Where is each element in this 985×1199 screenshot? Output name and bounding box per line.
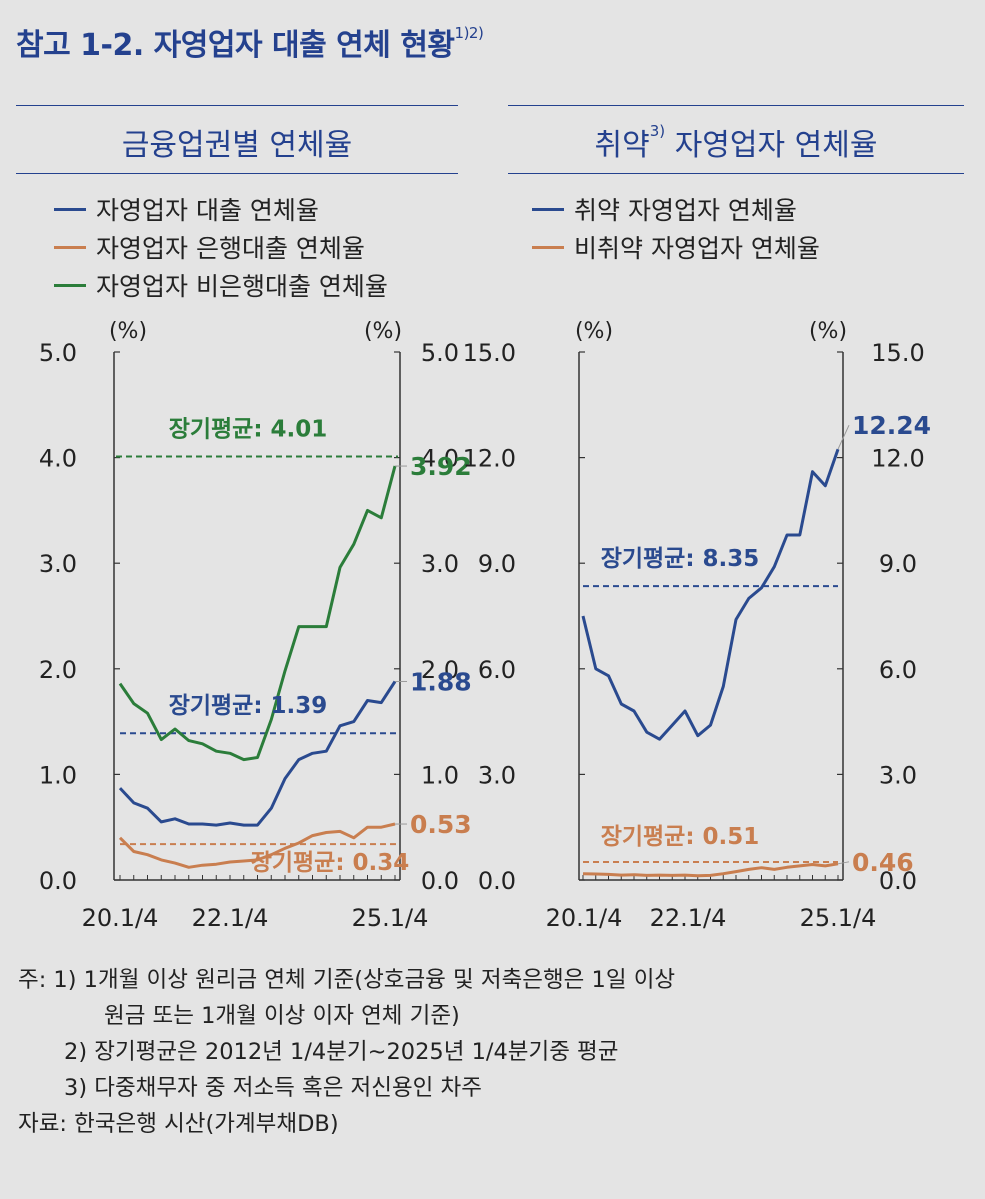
mid-rule-right: [508, 173, 964, 174]
y-tick-label-right: 15.0: [871, 339, 924, 367]
end-value-label: 12.24: [852, 411, 931, 440]
y-tick-label-left: 5.0: [39, 339, 77, 367]
end-value-label: 0.53: [410, 810, 472, 839]
legend-item: 자영업자 비은행대출 연체율: [54, 266, 388, 304]
note-3: 3) 다중채무자 중 저소득 혹은 저신용인 차주: [64, 1075, 482, 1101]
end-value-leader: [837, 861, 850, 865]
long-term-average-label: 장기평균: 0.34: [251, 850, 410, 876]
y-tick-label-left: 9.0: [478, 550, 516, 578]
y-tick-label-left: 3.0: [39, 550, 77, 578]
right-title-footnote-ref: 3): [649, 122, 666, 140]
long-term-average-label: 장기평균: 8.35: [601, 546, 760, 572]
y-tick-label-right: 0.0: [879, 867, 917, 895]
end-value-label: 1.88: [410, 667, 472, 696]
left-legend: 자영업자 대출 연체율 자영업자 은행대출 연체율 자영업자 비은행대출 연체율: [54, 190, 388, 304]
end-value-label: 3.92: [410, 452, 472, 481]
x-tick-label: 22.1/4: [192, 904, 269, 932]
legend-item: 비취약 자영업자 연체율: [532, 228, 820, 266]
y-tick-label-left: 0.0: [478, 867, 516, 895]
title-footnote-ref: 1)2): [454, 24, 484, 42]
y-tick-label-right: 2.0: [421, 656, 459, 684]
y-tick-label-right: 3.0: [879, 761, 917, 789]
right-panel-title: 취약3) 자영업자 연체율: [594, 122, 878, 163]
series-line: [582, 862, 839, 878]
footnotes: 주: 1) 1개월 이상 원리금 연체 기준(상호금융 및 저축은행은 1일 이…: [18, 962, 675, 1142]
y-tick-label-left: 4.0: [39, 445, 77, 473]
series-line: [118, 465, 397, 762]
note-1: 주: 1) 1개월 이상 원리금 연체 기준(상호금융 및 저축은행은 1일 이…: [18, 967, 676, 993]
series-line: [581, 448, 840, 741]
y-tick-label-left: 3.0: [478, 761, 516, 789]
legend-item: 자영업자 대출 연체율: [54, 190, 388, 228]
y-tick-label-right: 9.0: [879, 550, 917, 578]
left-panel-title: 금융업권별 연체율: [121, 128, 353, 163]
end-value-label: 0.46: [852, 848, 914, 877]
y-tick-label-left: 1.0: [39, 761, 77, 789]
y-tick-label-right: 1.0: [421, 761, 459, 789]
source-note: 자료: 한국은행 시산(가계부채DB): [18, 1111, 339, 1137]
long-term-average-label: 장기평균: 4.01: [169, 417, 328, 443]
legend-swatch-blue: [54, 207, 86, 211]
x-tick-label: 22.1/4: [650, 904, 727, 932]
legend-swatch-green: [54, 283, 86, 287]
y-tick-label-left: 6.0: [478, 656, 516, 684]
y-tick-label-right: 0.0: [421, 867, 459, 895]
long-term-average-label: 장기평균: 1.39: [169, 693, 328, 719]
y-tick-label-right: 5.0: [421, 339, 459, 367]
x-tick-label: 25.1/4: [352, 904, 429, 932]
top-rule-right: [508, 105, 964, 106]
top-rule-left: [16, 105, 458, 106]
right-legend: 취약 자영업자 연체율 비취약 자영업자 연체율: [532, 190, 820, 266]
unit-label-right: (%): [364, 319, 402, 344]
y-tick-label-left: 0.0: [39, 867, 77, 895]
mid-rule-left: [16, 173, 458, 174]
y-tick-label-left: 2.0: [39, 656, 77, 684]
legend-swatch-orange: [54, 245, 86, 249]
legend-swatch-orange: [532, 245, 564, 249]
y-tick-label-right: 6.0: [879, 656, 917, 684]
x-tick-label: 20.1/4: [82, 904, 159, 932]
y-tick-label-left: 15.0: [463, 339, 516, 367]
y-tick-label-right: 12.0: [871, 445, 924, 473]
page-title: 참고 1-2. 자영업자 대출 연체 현황1)2): [16, 24, 484, 63]
unit-label-left: (%): [575, 319, 613, 344]
unit-label-left: (%): [109, 319, 147, 344]
series-line: [118, 822, 396, 869]
legend-item: 취약 자영업자 연체율: [532, 190, 820, 228]
unit-label-right: (%): [809, 319, 847, 344]
legend-item: 자영업자 은행대출 연체율: [54, 228, 388, 266]
series-line: [118, 680, 397, 827]
legend-swatch-blue: [532, 207, 564, 211]
note-1-cont: 원금 또는 1개월 이상 이자 연체 기준): [104, 1003, 460, 1029]
long-term-average-label: 장기평균: 0.51: [601, 824, 760, 850]
x-tick-label: 25.1/4: [800, 904, 877, 932]
y-tick-label-left: 12.0: [463, 445, 516, 473]
x-tick-label: 20.1/4: [546, 904, 623, 932]
y-tick-label-right: 3.0: [421, 550, 459, 578]
y-tick-label-right: 4.0: [421, 445, 459, 473]
note-2: 2) 장기평균은 2012년 1/4분기~2025년 1/4분기중 평균: [64, 1039, 619, 1065]
end-value-leader: [837, 424, 850, 450]
